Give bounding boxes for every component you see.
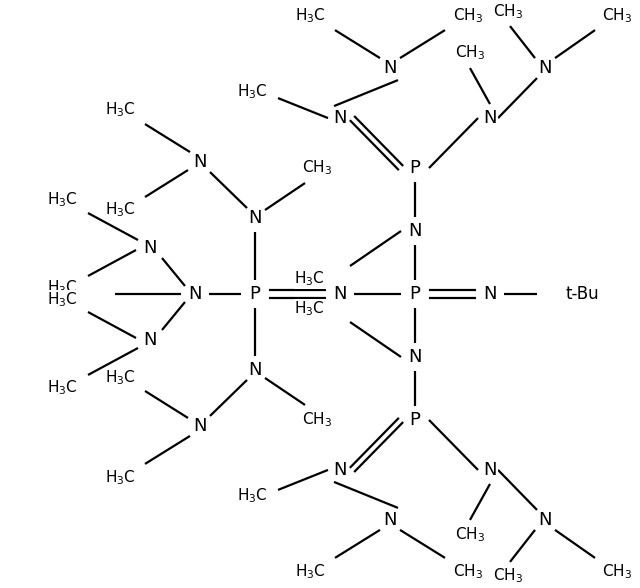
Text: $\mathsf{H_{3}C}$: $\mathsf{H_{3}C}$ — [105, 201, 135, 219]
Text: P: P — [410, 285, 420, 303]
Text: $\mathsf{CH_{3}}$: $\mathsf{CH_{3}}$ — [455, 526, 485, 544]
Text: $\mathsf{CH_{3}}$: $\mathsf{CH_{3}}$ — [493, 3, 523, 21]
Text: $\mathsf{H_{3}C}$: $\mathsf{H_{3}C}$ — [47, 290, 77, 309]
Text: $\mathsf{H_{3}C}$: $\mathsf{H_{3}C}$ — [237, 83, 268, 101]
Text: N: N — [538, 59, 552, 77]
Text: N: N — [333, 109, 347, 127]
Text: $\mathsf{CH_{3}}$: $\mathsf{CH_{3}}$ — [302, 159, 332, 178]
Text: N: N — [143, 239, 157, 257]
Text: N: N — [248, 209, 262, 227]
Text: $\mathsf{H_{3}C}$: $\mathsf{H_{3}C}$ — [47, 191, 77, 209]
Text: $\mathsf{H_{3}C}$: $\mathsf{H_{3}C}$ — [105, 101, 135, 119]
Text: $\mathsf{H_{3}C}$: $\mathsf{H_{3}C}$ — [294, 563, 325, 582]
Text: $\mathsf{CH_{3}}$: $\mathsf{CH_{3}}$ — [302, 410, 332, 429]
Text: N: N — [538, 511, 552, 529]
Text: N: N — [383, 511, 397, 529]
Text: N: N — [248, 361, 262, 379]
Text: $\mathsf{H_{3}C}$: $\mathsf{H_{3}C}$ — [294, 270, 325, 288]
Text: $\mathsf{H_{3}C}$: $\mathsf{H_{3}C}$ — [105, 369, 135, 387]
Text: N: N — [483, 461, 497, 479]
Text: $\mathsf{CH_{3}}$: $\mathsf{CH_{3}}$ — [602, 6, 632, 25]
Text: $\mathsf{CH_{3}}$: $\mathsf{CH_{3}}$ — [493, 567, 523, 585]
Text: $\mathsf{CH_{3}}$: $\mathsf{CH_{3}}$ — [453, 563, 483, 582]
Text: t-Bu: t-Bu — [565, 285, 598, 303]
Text: N: N — [333, 285, 347, 303]
Text: $\mathsf{H_{3}C}$: $\mathsf{H_{3}C}$ — [47, 379, 77, 397]
Text: N: N — [483, 285, 497, 303]
Text: N: N — [188, 285, 202, 303]
Text: N: N — [483, 109, 497, 127]
Text: P: P — [250, 285, 260, 303]
Text: $\mathsf{H_{3}C}$: $\mathsf{H_{3}C}$ — [294, 6, 325, 25]
Text: P: P — [410, 411, 420, 429]
Text: N: N — [143, 331, 157, 349]
Text: $\mathsf{CH_{3}}$: $\mathsf{CH_{3}}$ — [453, 6, 483, 25]
Text: $\mathsf{H_{3}C}$: $\mathsf{H_{3}C}$ — [105, 469, 135, 487]
Text: N: N — [193, 153, 207, 171]
Text: N: N — [333, 461, 347, 479]
Text: N: N — [408, 348, 422, 366]
Text: N: N — [408, 222, 422, 240]
Text: N: N — [383, 59, 397, 77]
Text: $\mathsf{CH_{3}}$: $\mathsf{CH_{3}}$ — [455, 44, 485, 62]
Text: P: P — [410, 159, 420, 177]
Text: $\mathsf{H_{3}C}$: $\mathsf{H_{3}C}$ — [237, 487, 268, 505]
Text: $\mathsf{H_{3}C}$: $\mathsf{H_{3}C}$ — [47, 279, 77, 298]
Text: $\mathsf{H_{3}C}$: $\mathsf{H_{3}C}$ — [294, 300, 325, 318]
Text: N: N — [193, 417, 207, 435]
Text: $\mathsf{CH_{3}}$: $\mathsf{CH_{3}}$ — [602, 563, 632, 582]
